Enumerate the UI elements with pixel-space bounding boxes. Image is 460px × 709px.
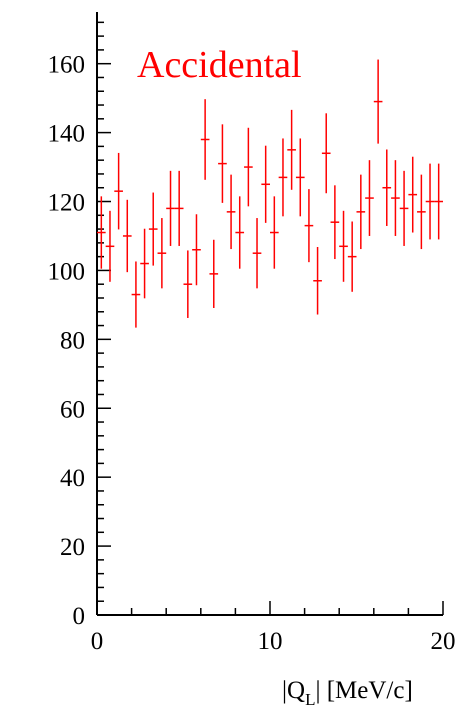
y-tick-label: 80 xyxy=(60,327,85,354)
data-point xyxy=(373,59,383,144)
data-point xyxy=(166,170,175,246)
data-point xyxy=(408,156,418,233)
data-point xyxy=(105,210,115,282)
data-point xyxy=(339,210,348,282)
data-point xyxy=(382,149,392,226)
data-point xyxy=(148,192,158,266)
x-tick-label: 0 xyxy=(91,628,104,655)
data-point xyxy=(399,170,409,246)
y-tick-label: 0 xyxy=(73,603,86,630)
y-tick-label: 120 xyxy=(48,190,86,217)
ticks xyxy=(96,21,444,616)
data-point xyxy=(295,138,305,217)
data-point xyxy=(321,113,331,194)
data-point xyxy=(183,250,193,318)
y-tick-label: 40 xyxy=(60,465,85,492)
data-point xyxy=(140,228,149,299)
data-point xyxy=(235,196,245,269)
x-axis-label-main: |Q xyxy=(282,677,305,704)
data-point xyxy=(244,127,253,207)
y-tick-label: 100 xyxy=(48,258,86,285)
data-point xyxy=(425,163,435,240)
data-point xyxy=(391,160,400,236)
x-axis-label-sub: L xyxy=(305,690,315,709)
x-axis-label-rest: | [MeV/c] xyxy=(315,677,412,704)
data-point xyxy=(261,145,270,223)
data-point xyxy=(218,124,227,203)
y-tick-label: 60 xyxy=(60,396,85,423)
data-point xyxy=(114,152,123,230)
data-point xyxy=(157,218,167,289)
tick-labels: 0 20 40 60 80 100 120 140 160 0 10 20 xyxy=(48,52,456,655)
data-point xyxy=(287,109,296,190)
data-points xyxy=(97,59,443,328)
data-point xyxy=(270,196,279,269)
data-point xyxy=(434,163,443,240)
data-point xyxy=(417,174,426,250)
data-point xyxy=(131,261,141,328)
data-point xyxy=(330,185,340,260)
x-axis-label: |QL| [MeV/c] xyxy=(282,677,413,709)
data-point xyxy=(209,239,219,308)
y-tick-label: 160 xyxy=(48,52,86,79)
data-point xyxy=(356,174,366,250)
data-point xyxy=(304,189,314,263)
data-point xyxy=(174,170,184,246)
data-point xyxy=(226,174,236,250)
data-point xyxy=(122,199,132,273)
data-point xyxy=(313,246,322,315)
data-point xyxy=(192,214,201,286)
axes xyxy=(96,12,443,616)
y-tick-label: 20 xyxy=(60,534,85,561)
data-point xyxy=(200,99,210,180)
x-tick-label: 10 xyxy=(258,628,283,655)
chart-title: Accidental xyxy=(137,44,302,86)
data-point xyxy=(278,138,288,217)
data-point xyxy=(97,196,106,269)
data-point xyxy=(252,218,262,289)
data-point xyxy=(365,160,374,236)
data-point xyxy=(347,221,357,292)
y-tick-label: 140 xyxy=(48,121,86,148)
x-tick-label: 20 xyxy=(431,628,456,655)
